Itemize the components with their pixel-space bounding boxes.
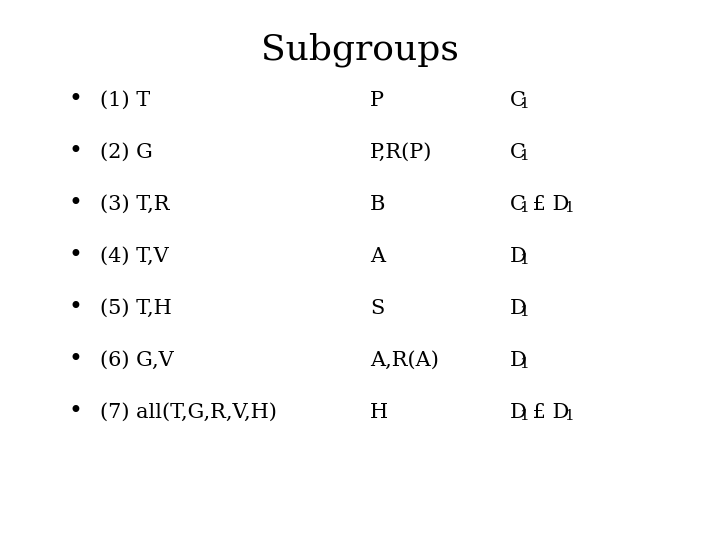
Text: B: B <box>370 194 385 213</box>
Text: •: • <box>68 192 82 215</box>
Text: S: S <box>370 299 384 318</box>
Text: £ D: £ D <box>526 402 570 422</box>
Text: 1: 1 <box>564 409 574 423</box>
Text: 1: 1 <box>520 97 529 111</box>
Text: 1: 1 <box>520 409 529 423</box>
Text: 1: 1 <box>520 149 529 163</box>
Text: £ D: £ D <box>526 194 570 213</box>
Text: C: C <box>510 91 526 110</box>
Text: (2) G: (2) G <box>100 143 153 161</box>
Text: •: • <box>68 401 82 423</box>
Text: Subgroups: Subgroups <box>261 33 459 68</box>
Text: 1: 1 <box>564 201 574 215</box>
Text: (5) T,H: (5) T,H <box>100 299 172 318</box>
Text: 1: 1 <box>520 357 529 371</box>
Text: H: H <box>370 402 388 422</box>
Text: D: D <box>510 299 527 318</box>
Text: A,R(A): A,R(A) <box>370 350 439 369</box>
Text: P: P <box>370 91 384 110</box>
Text: •: • <box>68 89 82 111</box>
Text: (6) G,V: (6) G,V <box>100 350 174 369</box>
Text: (3) T,R: (3) T,R <box>100 194 169 213</box>
Text: (7) all(T,G,R,V,H): (7) all(T,G,R,V,H) <box>100 402 277 422</box>
Text: P,R(P): P,R(P) <box>370 143 433 161</box>
Text: C: C <box>510 194 526 213</box>
Text: •: • <box>68 140 82 164</box>
Text: (4) T,V: (4) T,V <box>100 246 168 266</box>
Text: (1) T: (1) T <box>100 91 150 110</box>
Text: C: C <box>510 143 526 161</box>
Text: 1: 1 <box>520 305 529 319</box>
Text: D: D <box>510 350 527 369</box>
Text: A: A <box>370 246 385 266</box>
Text: •: • <box>68 348 82 372</box>
Text: 1: 1 <box>520 253 529 267</box>
Text: D: D <box>510 246 527 266</box>
Text: •: • <box>68 245 82 267</box>
Text: •: • <box>68 296 82 320</box>
Text: 1: 1 <box>520 201 529 215</box>
Text: D: D <box>510 402 527 422</box>
